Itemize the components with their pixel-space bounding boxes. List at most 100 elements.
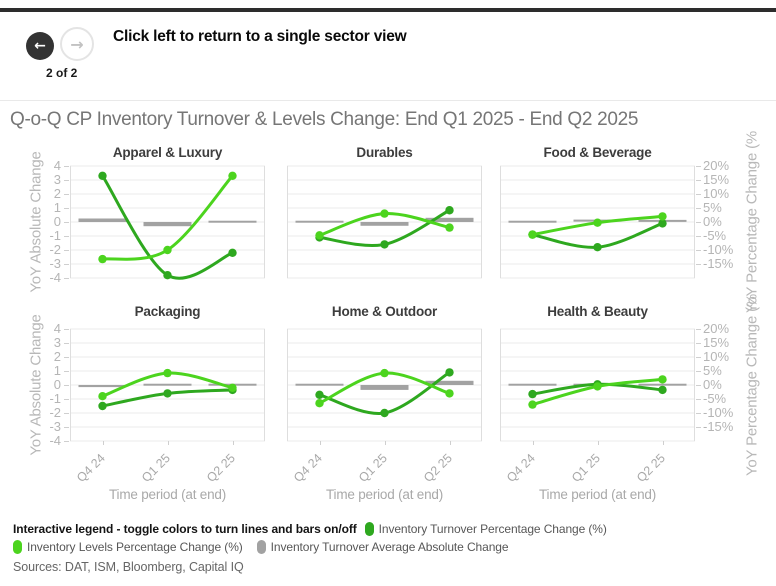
right-tick-label: 5% <box>703 200 722 215</box>
x-axis-title: Time period (at end) <box>108 487 227 502</box>
avg-abs-change-bar <box>508 220 557 223</box>
left-tick-mark <box>64 194 69 195</box>
right-tick-label: 5% <box>703 363 722 378</box>
avg-abs-change-bar <box>78 218 127 222</box>
left-tick-mark <box>64 427 69 428</box>
left-tick-mark <box>64 413 69 414</box>
y-axis-title-left: YoY Absolute Change <box>27 314 45 456</box>
legend-item-avg-abs[interactable]: Inventory Turnover Average Absolute Chan… <box>256 538 509 556</box>
panel-title: Apparel & Luxury <box>112 145 223 160</box>
right-tick-mark <box>696 357 701 358</box>
x-tick-mark <box>102 441 104 445</box>
left-tick-mark <box>64 166 69 167</box>
left-tick-label: -1 <box>49 391 61 406</box>
avg-abs-change-bar <box>143 222 192 227</box>
left-tick-label: 0 <box>53 214 61 229</box>
page-indicator: 2 of 2 <box>46 66 78 80</box>
x-tick-mark <box>449 441 451 445</box>
legend-label: Inventory Turnover Percentage Change (%) <box>378 522 607 536</box>
right-tick-mark <box>696 236 701 237</box>
right-tick-label: -15% <box>703 419 734 434</box>
right-tick-mark <box>696 166 701 167</box>
right-tick-mark <box>696 264 701 265</box>
right-tick-label: 15% <box>703 335 730 350</box>
avg-abs-change-bar <box>360 385 409 390</box>
left-tick-mark <box>64 399 69 400</box>
y-axis-title-right: YoY Percentage Change (% <box>743 130 761 314</box>
forward-button[interactable]: → <box>60 27 94 61</box>
left-tick-label: 3 <box>53 172 61 187</box>
right-tick-label: -10% <box>703 405 734 420</box>
legend-label: Inventory Turnover Average Absolute Chan… <box>270 540 509 554</box>
avg-abs-change-bar <box>425 380 474 385</box>
x-tick-mark <box>532 441 534 445</box>
right-tick-label: -5% <box>703 391 727 406</box>
forward-arrow-icon: → <box>70 34 84 54</box>
chart-grid: Apparel & Luxury 4 3 2 1 0 -1 -2 -3 -4 YoY Absolut… <box>27 130 761 502</box>
right-tick-mark <box>696 427 701 428</box>
left-tick-label: -2 <box>49 242 61 257</box>
x-tick-mark <box>232 441 234 445</box>
right-tick-mark <box>696 343 701 344</box>
left-tick-label: 1 <box>53 200 61 215</box>
avg-abs-change-bar <box>208 220 257 223</box>
left-tick-label: 1 <box>53 363 61 378</box>
left-tick-mark <box>64 278 69 279</box>
legend-swatch-gray-icon <box>256 540 266 554</box>
left-tick-label: -1 <box>49 228 61 243</box>
avg-abs-change-bar <box>508 383 557 386</box>
right-tick-label: 20% <box>703 321 730 336</box>
right-tick-mark <box>696 385 701 386</box>
panel-plot-6 <box>500 328 695 442</box>
left-tick-label: -4 <box>49 270 61 285</box>
legend-item-turnover-pct[interactable]: Inventory Turnover Percentage Change (%) <box>364 520 607 538</box>
turnover-line <box>101 174 234 280</box>
avg-abs-change-bar <box>360 222 409 226</box>
left-tick-label: -4 <box>49 433 61 448</box>
panel-plot-1 <box>70 165 265 280</box>
top-border-bar <box>0 8 776 12</box>
right-tick-mark <box>696 208 701 209</box>
panel-title: Packaging <box>134 304 201 319</box>
y-axis-title-right: YoY Percentage Change (% <box>743 293 761 477</box>
right-tick-label: 20% <box>703 158 730 173</box>
right-tick-mark <box>696 399 701 400</box>
avg-abs-change-bar <box>638 383 687 386</box>
panel-title: Durables <box>356 145 413 160</box>
right-tick-mark <box>696 329 701 330</box>
header-divider <box>0 100 776 101</box>
panel-plot-2 <box>287 165 482 279</box>
right-tick-label: 10% <box>703 186 730 201</box>
left-tick-mark <box>64 329 69 330</box>
x-axis-title: Time period (at end) <box>538 487 657 502</box>
back-arrow-icon: ← <box>34 38 46 54</box>
page-title: Q-o-Q CP Inventory Turnover & Levels Cha… <box>10 109 639 130</box>
left-tick-mark <box>64 250 69 251</box>
panel-title: Food & Beverage <box>543 145 652 160</box>
right-tick-label: 0% <box>703 214 722 229</box>
avg-abs-change-bar <box>295 220 344 223</box>
avg-abs-change-bar <box>425 217 474 222</box>
x-tick-mark <box>384 441 386 445</box>
legend-swatch-bright-green-icon <box>13 540 22 554</box>
left-tick-mark <box>64 222 69 223</box>
panel-plot-5 <box>287 328 482 442</box>
right-tick-mark <box>696 371 701 372</box>
left-tick-label: 2 <box>53 186 61 201</box>
left-tick-label: 2 <box>53 349 61 364</box>
left-tick-mark <box>64 343 69 344</box>
right-tick-mark <box>696 180 701 181</box>
left-tick-mark <box>64 264 69 265</box>
x-axis-title: Time period (at end) <box>325 487 444 502</box>
x-tick-mark <box>319 441 321 445</box>
left-tick-mark <box>64 385 69 386</box>
left-tick-label: -3 <box>49 256 61 271</box>
back-button[interactable]: ← <box>26 32 54 60</box>
panel-title: Health & Beauty <box>547 304 648 319</box>
legend-item-levels-pct[interactable]: Inventory Levels Percentage Change (%) <box>13 538 243 556</box>
left-tick-label: -2 <box>49 405 61 420</box>
interactive-legend: Interactive legend - toggle colors to tu… <box>13 520 765 556</box>
left-tick-label: 3 <box>53 335 61 350</box>
left-tick-mark <box>64 441 69 442</box>
